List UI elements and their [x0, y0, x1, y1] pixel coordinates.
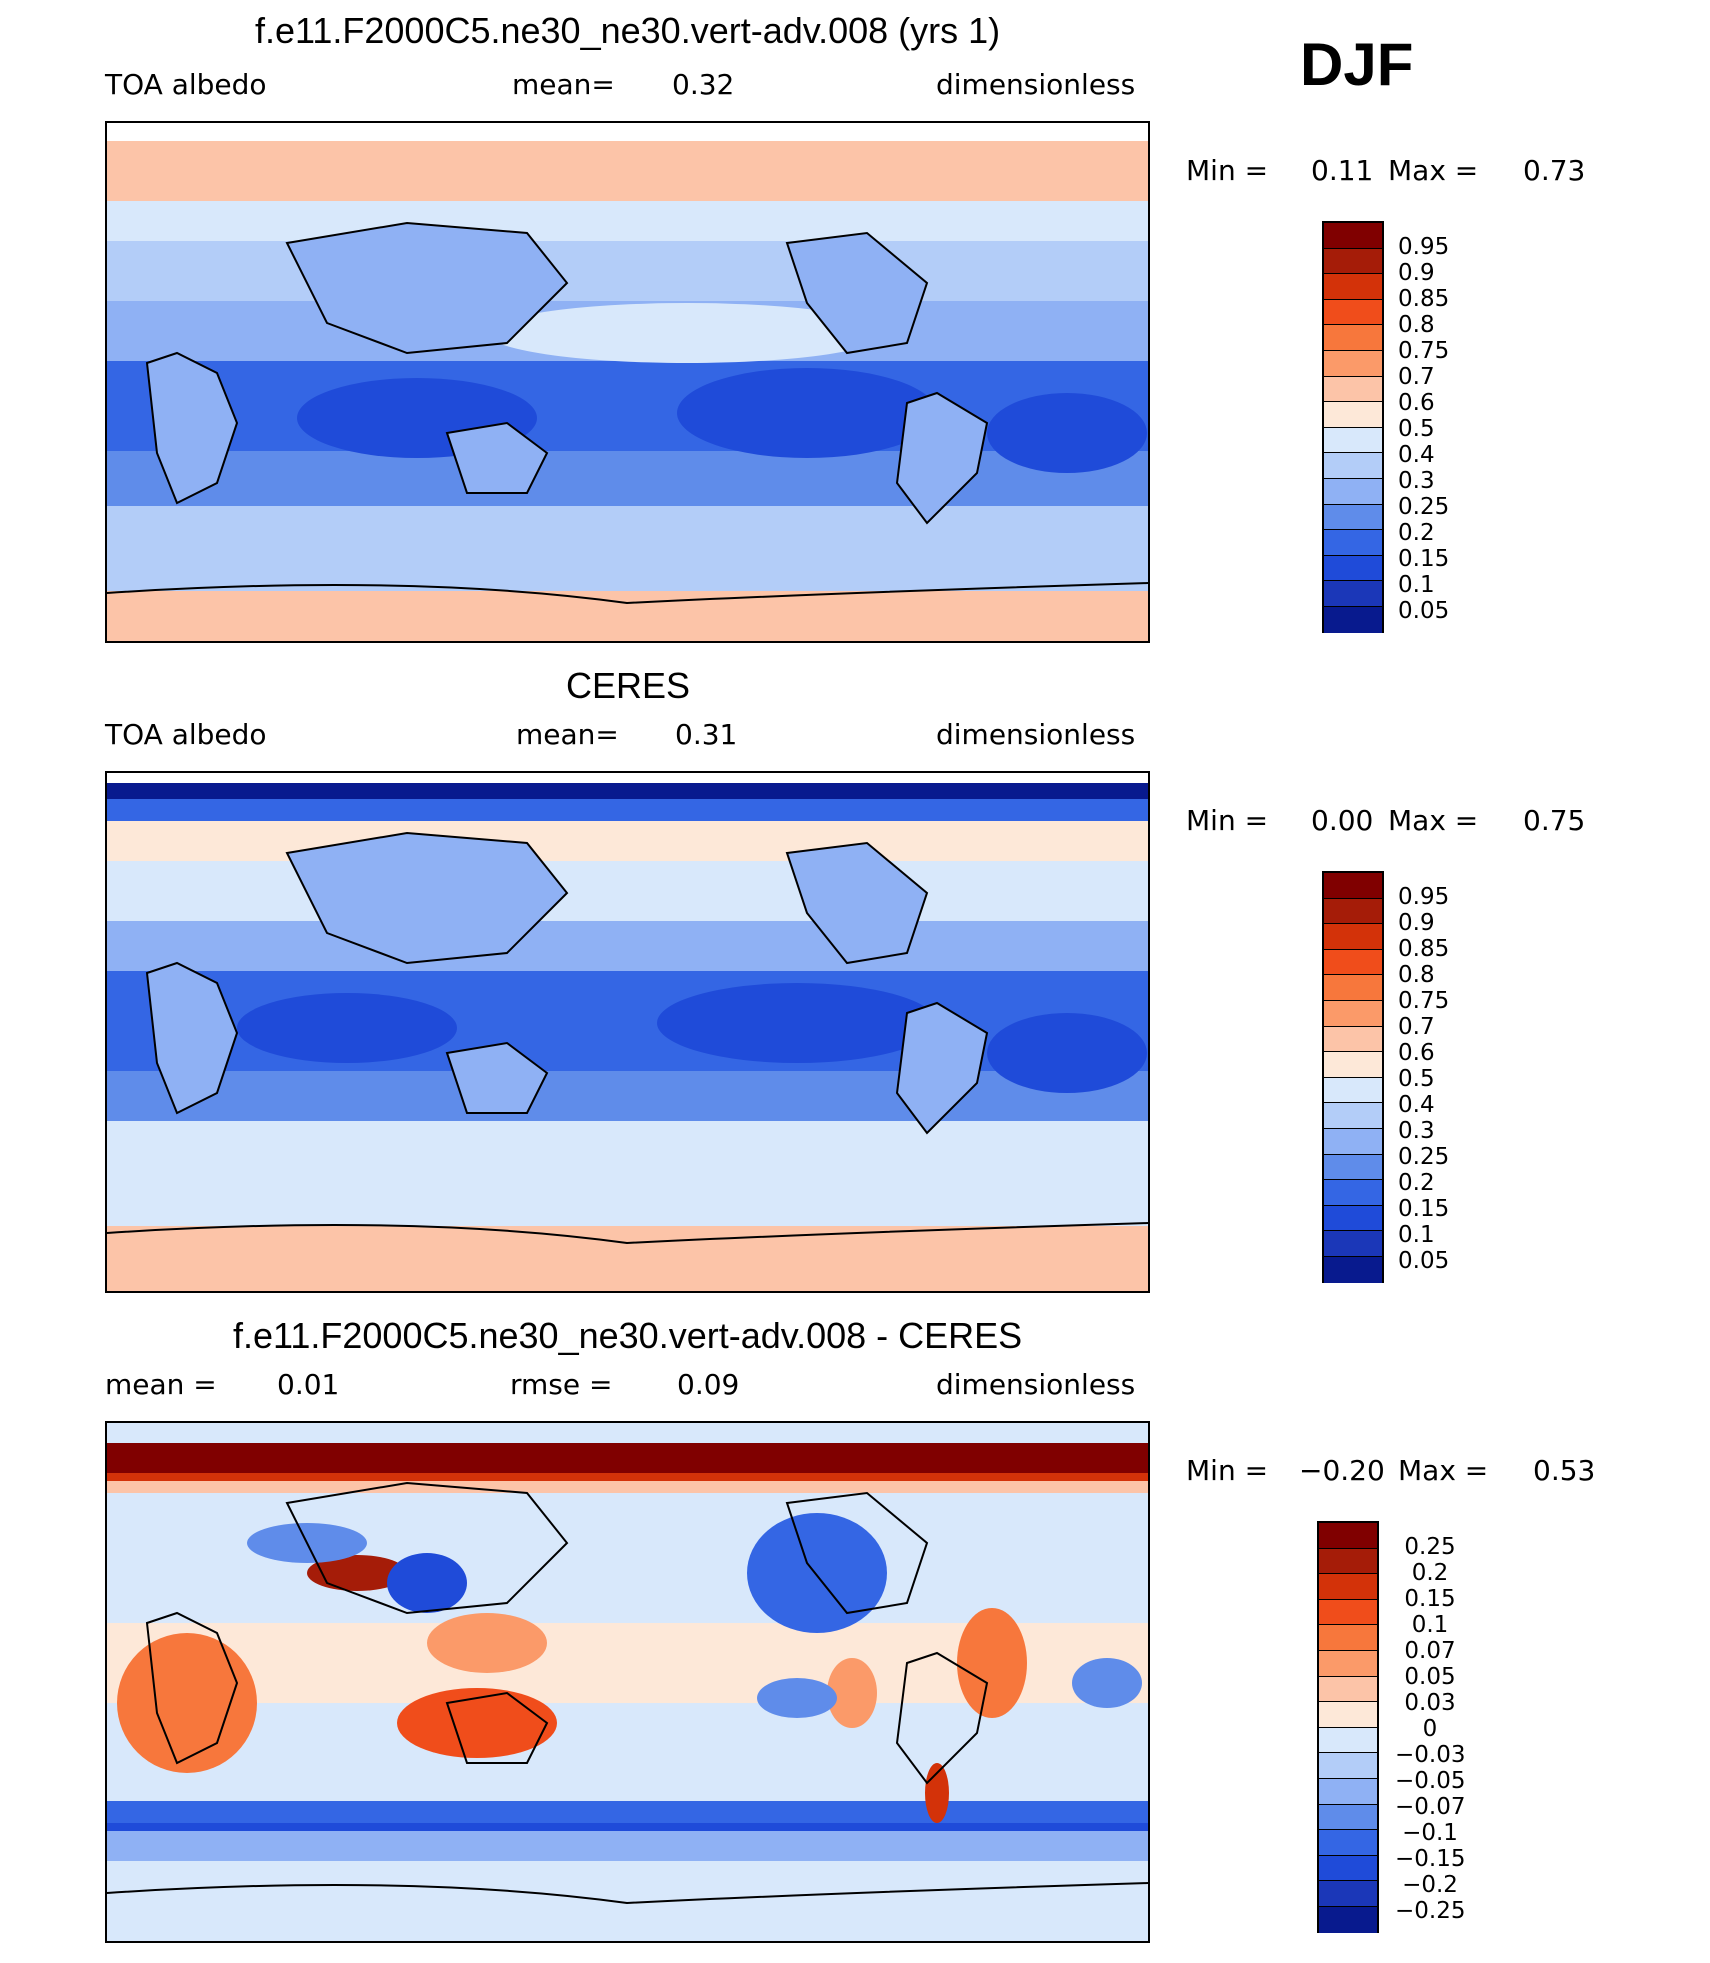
colorbar-tick-label: 0.1 — [1398, 1222, 1435, 1248]
panel-1-colorbar — [1322, 221, 1384, 633]
colorbar-tick-label: 0.05 — [1404, 1664, 1456, 1690]
colorbar-tick-label: 0.2 — [1411, 1560, 1449, 1586]
colorbar-tick-label: 0.15 — [1404, 1586, 1456, 1612]
panel-1-max-label: Max = — [1388, 154, 1479, 187]
panel-2-variable-label: TOA albedo — [105, 718, 267, 751]
colorbar-tick-label: 0.95 — [1398, 234, 1450, 260]
panel-1-units: dimensionless — [936, 68, 1136, 101]
panel-2-mean-label: mean= — [516, 718, 619, 751]
colorbar-tick-label: 0.4 — [1398, 1092, 1435, 1118]
colorbar-tick-label: 0.8 — [1398, 962, 1435, 988]
colorbar-tick-label: 0.05 — [1398, 598, 1450, 624]
panel-3-mean-label: mean = — [105, 1368, 217, 1401]
colorbar-tick-label: 0.85 — [1398, 936, 1450, 962]
colorbar-tick-label: 0.2 — [1398, 1170, 1435, 1196]
panel-3-title: f.e11.F2000C5.ne30_ne30.vert-adv.008 - C… — [233, 1315, 1023, 1356]
panel-2-colorbar — [1322, 871, 1384, 1283]
panel-1-max-value: 0.73 — [1523, 154, 1586, 187]
panel-1-variable-label: TOA albedo — [105, 68, 267, 101]
colorbar-tick-label: 0.3 — [1398, 468, 1435, 494]
panel-2-max-value: 0.75 — [1523, 804, 1586, 837]
colorbar-tick-label: −0.25 — [1395, 1898, 1466, 1924]
panel-3-rmse-label: rmse = — [510, 1368, 613, 1401]
colorbar-tick-label: 0.5 — [1398, 1066, 1435, 1092]
colorbar-tick-label: −0.1 — [1402, 1820, 1458, 1846]
panel-3-min-label: Min = — [1186, 1454, 1269, 1487]
colorbar-tick-label: 0.3 — [1398, 1118, 1435, 1144]
panel-2-max-label: Max = — [1388, 804, 1479, 837]
panel-1-min-value: 0.11 — [1311, 154, 1374, 187]
colorbar-tick-label: 0 — [1422, 1716, 1438, 1742]
colorbar-tick-label: 0.75 — [1398, 338, 1450, 364]
panel-2-title: CERES — [566, 665, 691, 706]
colorbar-tick-label: −0.2 — [1402, 1872, 1458, 1898]
colorbar-tick-label: 0.1 — [1411, 1612, 1449, 1638]
season-label: DJF — [1300, 31, 1414, 98]
panel-2-colorbar-labels: 0.95 0.9 0.85 0.8 0.75 0.7 0.6 0.5 0.4 0… — [1398, 884, 1449, 1274]
panel-2-units: dimensionless — [936, 718, 1136, 751]
panel-1-min-label: Min = — [1186, 154, 1269, 187]
colorbar-tick-label: 0.03 — [1404, 1690, 1456, 1716]
colorbar-tick-label: −0.15 — [1395, 1846, 1466, 1872]
colorbar-tick-label: 0.9 — [1398, 260, 1435, 286]
panel-1-colorbar-labels: 0.95 0.9 0.85 0.8 0.75 0.7 0.6 0.5 0.4 0… — [1398, 234, 1449, 624]
colorbar-tick-label: 0.15 — [1398, 546, 1450, 572]
panel-3-colorbar-labels: 0.25 0.2 0.15 0.1 0.07 0.05 0.03 0 −0.03… — [1395, 1534, 1465, 1924]
panel-1-title: f.e11.F2000C5.ne30_ne30.vert-adv.008 (yr… — [255, 10, 1001, 51]
colorbar-tick-label: 0.25 — [1398, 494, 1450, 520]
colorbar-tick-label: −0.05 — [1395, 1768, 1466, 1794]
colorbar-tick-label: 0.2 — [1398, 520, 1435, 546]
colorbar-tick-label: −0.03 — [1395, 1742, 1466, 1768]
panel-3-mean-value: 0.01 — [277, 1368, 340, 1401]
colorbar-tick-label: 0.05 — [1398, 1248, 1450, 1274]
colorbar-tick-label: 0.95 — [1398, 884, 1450, 910]
colorbar-tick-label: −0.07 — [1395, 1794, 1466, 1820]
panel-3-colorbar — [1317, 1521, 1379, 1933]
colorbar-tick-label: 0.5 — [1398, 416, 1435, 442]
colorbar-tick-label: 0.85 — [1398, 286, 1450, 312]
panel-2-map — [105, 771, 1150, 1293]
colorbar-tick-label: 0.25 — [1404, 1534, 1456, 1560]
colorbar-tick-label: 0.8 — [1398, 312, 1435, 338]
colorbar-tick-label: 0.4 — [1398, 442, 1435, 468]
panel-1-mean-value: 0.32 — [672, 68, 735, 101]
panel-3-map — [105, 1421, 1150, 1943]
panel-3-rmse-value: 0.09 — [677, 1368, 740, 1401]
colorbar-tick-label: 0.7 — [1398, 1014, 1435, 1040]
colorbar-tick-label: 0.6 — [1398, 390, 1435, 416]
panel-3-max-label: Max = — [1398, 1454, 1489, 1487]
colorbar-tick-label: 0.75 — [1398, 988, 1450, 1014]
colorbar-tick-label: 0.25 — [1398, 1144, 1450, 1170]
panel-3-max-value: 0.53 — [1533, 1454, 1596, 1487]
colorbar-tick-label: 0.1 — [1398, 572, 1435, 598]
colorbar-tick-label: 0.15 — [1398, 1196, 1450, 1222]
panel-1-map — [105, 121, 1150, 643]
colorbar-tick-label: 0.7 — [1398, 364, 1435, 390]
panel-2-min-label: Min = — [1186, 804, 1269, 837]
colorbar-tick-label: 0.6 — [1398, 1040, 1435, 1066]
colorbar-tick-label: 0.07 — [1404, 1638, 1456, 1664]
panel-2-min-value: 0.00 — [1311, 804, 1374, 837]
panel-2-mean-value: 0.31 — [675, 718, 738, 751]
panel-3-min-value: −0.20 — [1299, 1454, 1385, 1487]
panel-3-units: dimensionless — [936, 1368, 1136, 1401]
colorbar-tick-label: 0.9 — [1398, 910, 1435, 936]
panel-1-mean-label: mean= — [512, 68, 615, 101]
